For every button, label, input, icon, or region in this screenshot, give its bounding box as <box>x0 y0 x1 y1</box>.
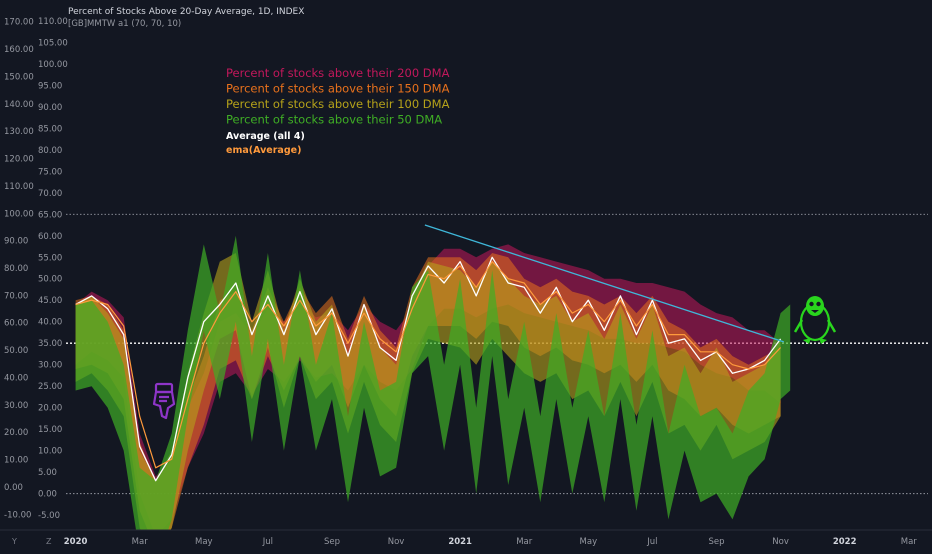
inner-y-axis: 110.00 105.00 100.00 95.00 90.00 85.00 80.00 75… <box>38 17 68 521</box>
legend-item: Percent of stocks above their 100 DMA <box>226 97 450 111</box>
inner-y-tick: 85.00 <box>38 124 62 134</box>
series-area-3 <box>75 253 781 554</box>
x-tick-label: May <box>195 537 213 547</box>
ema-line <box>75 261 782 469</box>
legend-item: Average (all 4) <box>226 131 305 142</box>
x-tick-label: 2021 <box>448 537 472 547</box>
chart-header: Percent of Stocks Above 20-Day Average, … <box>68 7 304 29</box>
x-tick-label: 2020 <box>64 537 88 547</box>
outer-y-tick: 160.00 <box>4 45 34 55</box>
reference-lines <box>66 213 928 495</box>
inner-y-tick: 55.00 <box>38 253 62 263</box>
inner-y-tick: 35.00 <box>38 339 62 349</box>
inner-y-tick: 100.00 <box>38 60 68 70</box>
outer-y-tick: 30.00 <box>4 401 28 411</box>
inner-y-tick: 30.00 <box>38 361 62 371</box>
outer-y-tick: 60.00 <box>4 319 28 329</box>
inner-y-tick: 20.00 <box>38 404 62 414</box>
thumbs-down-icon <box>152 382 176 420</box>
legend-item: Percent of stocks above their 150 DMA <box>226 82 450 96</box>
x-axis: Y Z 2020 Mar May Jul Sep Nov 2021 Mar May Jul Sep N… <box>0 529 932 550</box>
outer-y-tick: 140.00 <box>4 100 34 110</box>
x-tick-label: 2022 <box>833 537 857 547</box>
outer-y-tick: 110.00 <box>4 182 34 192</box>
outer-y-tick: 150.00 <box>4 72 34 82</box>
outer-y-tick: 130.00 <box>4 127 34 137</box>
x-tick-label: Mar <box>901 537 918 547</box>
x-tick-label: Mar <box>516 537 533 547</box>
average-line <box>75 256 782 482</box>
inner-y-tick: 25.00 <box>38 382 62 392</box>
x-tick-label: Mar <box>132 537 149 547</box>
outer-y-tick: 170.00 <box>4 18 34 28</box>
inner-y-tick: -5.00 <box>38 511 60 521</box>
inner-y-tick: 5.00 <box>38 468 57 478</box>
outer-y-tick: 90.00 <box>4 237 28 247</box>
x-tick-label: Sep <box>324 537 340 547</box>
x-tick-label: Sep <box>708 537 724 547</box>
outer-y-tick: 10.00 <box>4 456 28 466</box>
inner-y-tick: 90.00 <box>38 103 62 113</box>
outer-y-tick: 50.00 <box>4 346 28 356</box>
axis-corner-left: Y <box>11 537 17 546</box>
x-tick-label: Jul <box>646 537 657 547</box>
indicator-subtitle: [GB]MMTW a1 (70, 70, 10) <box>68 19 181 29</box>
x-tick-label: Nov <box>388 537 405 547</box>
decorations <box>152 296 837 420</box>
outer-y-tick: -10.00 <box>4 510 31 520</box>
inner-y-tick: 65.00 <box>38 210 62 220</box>
outer-y-tick: 100.00 <box>4 209 34 219</box>
legend-item: Percent of stocks above their 50 DMA <box>226 113 442 127</box>
axis-corner-right: Z <box>46 537 52 546</box>
series-area-4 <box>75 235 791 554</box>
inner-y-tick: 80.00 <box>38 146 62 156</box>
inner-y-tick: 10.00 <box>38 447 62 457</box>
x-tick-label: Nov <box>772 537 789 547</box>
outer-y-tick: 120.00 <box>4 155 34 165</box>
inner-y-tick: 95.00 <box>38 81 62 91</box>
inner-y-tick: 50.00 <box>38 275 62 285</box>
trendline-layer <box>424 224 785 343</box>
outer-y-tick: 70.00 <box>4 291 28 301</box>
outer-y-tick: 20.00 <box>4 428 28 438</box>
inner-y-tick: 105.00 <box>38 38 68 48</box>
outer-y-axis: 170.00 160.00 150.00 140.00 130.00 120.00 110.… <box>4 18 34 521</box>
outer-y-tick: 40.00 <box>4 373 28 383</box>
inner-y-tick: 60.00 <box>38 232 62 242</box>
legend-item: ema(Average) <box>226 145 301 156</box>
legend: Percent of stocks above their 200 DMA Per… <box>226 66 450 156</box>
inner-y-tick: 0.00 <box>38 490 57 500</box>
trendline <box>424 224 785 343</box>
inner-y-tick: 70.00 <box>38 189 62 199</box>
outer-y-tick: 80.00 <box>4 264 28 274</box>
x-tick-label: Jul <box>262 537 273 547</box>
inner-y-tick: 15.00 <box>38 425 62 435</box>
penguin-icon <box>793 296 837 344</box>
inner-y-tick: 110.00 <box>38 17 68 27</box>
outer-y-tick: 0.00 <box>4 483 23 493</box>
x-tick-label: May <box>580 537 598 547</box>
legend-item: Percent of stocks above their 200 DMA <box>226 66 450 80</box>
inner-y-tick: 75.00 <box>38 167 62 177</box>
chart-title: Percent of Stocks Above 20-Day Average, … <box>68 7 304 17</box>
inner-y-tick: 40.00 <box>38 318 62 328</box>
series-area-2 <box>75 253 781 550</box>
inner-y-tick: 45.00 <box>38 296 62 306</box>
plot-area <box>75 235 791 554</box>
